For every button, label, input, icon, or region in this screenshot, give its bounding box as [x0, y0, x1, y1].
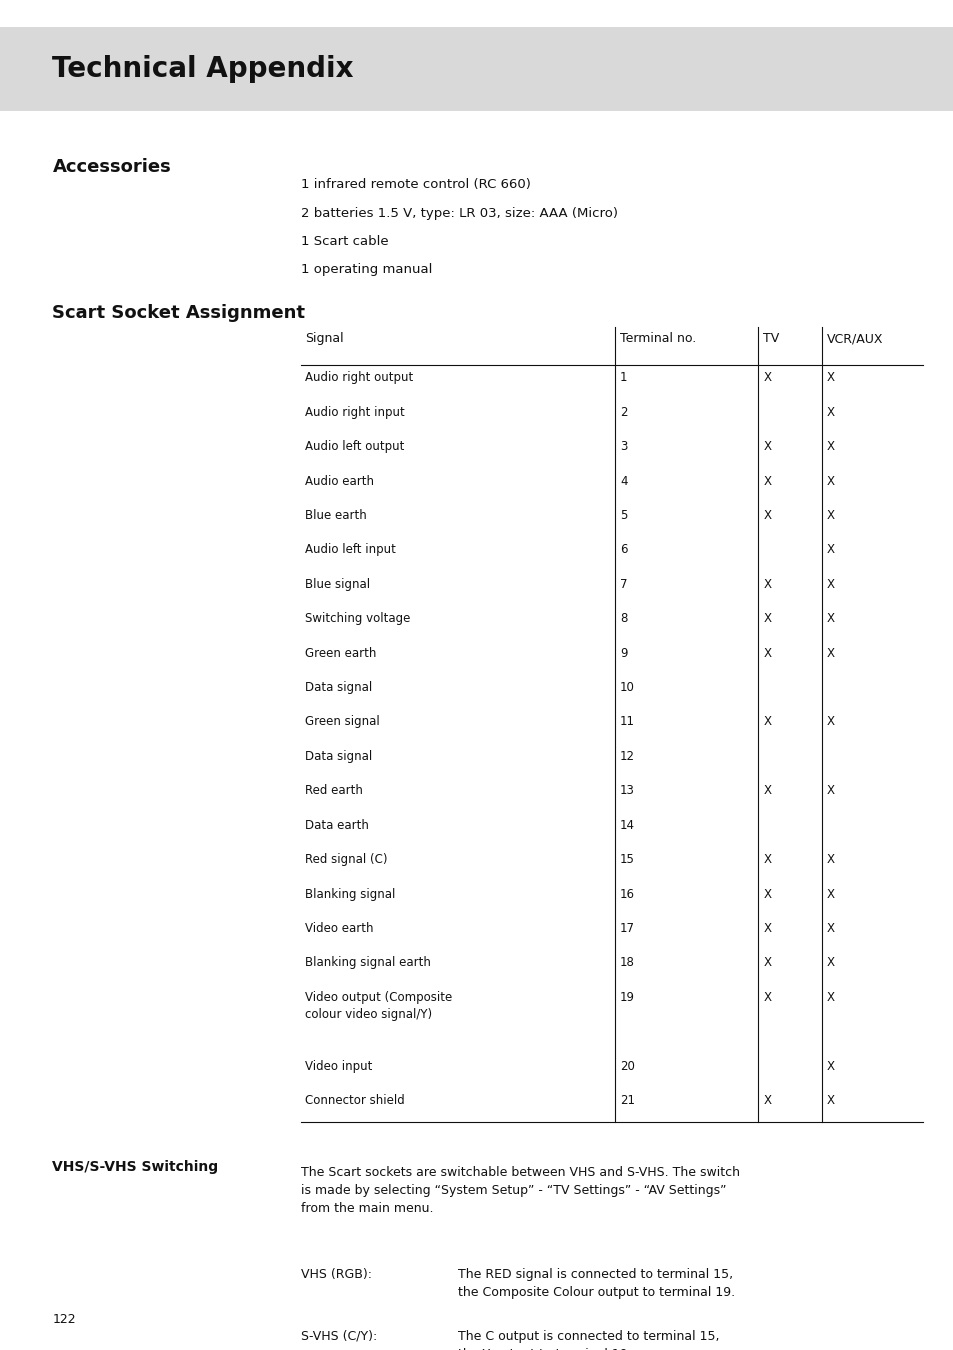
Text: 2: 2: [619, 405, 627, 418]
Text: Audio earth: Audio earth: [305, 474, 374, 487]
Text: 9: 9: [619, 647, 627, 660]
Text: Signal: Signal: [305, 332, 343, 346]
Text: Red earth: Red earth: [305, 784, 363, 798]
Text: Blanking signal: Blanking signal: [305, 888, 395, 900]
Text: X: X: [826, 509, 834, 522]
Text: Video earth: Video earth: [305, 922, 374, 936]
Text: X: X: [826, 371, 834, 385]
Text: 8: 8: [619, 612, 627, 625]
Text: X: X: [826, 474, 834, 487]
Text: 17: 17: [619, 922, 635, 936]
Text: 1 infrared remote control (RC 660): 1 infrared remote control (RC 660): [300, 178, 530, 192]
Text: Audio right input: Audio right input: [305, 405, 405, 418]
Text: 16: 16: [619, 888, 635, 900]
Text: X: X: [762, 371, 770, 385]
Text: X: X: [826, 922, 834, 936]
Text: S-VHS (C/Y):: S-VHS (C/Y):: [300, 1330, 376, 1343]
Text: 19: 19: [619, 991, 635, 1004]
Text: Scart Socket Assignment: Scart Socket Assignment: [52, 304, 305, 321]
Text: Accessories: Accessories: [52, 158, 171, 176]
Text: 2 batteries 1.5 V, type: LR 03, size: AAA (Micro): 2 batteries 1.5 V, type: LR 03, size: AA…: [300, 207, 617, 220]
Text: Red signal (C): Red signal (C): [305, 853, 387, 867]
Text: TV: TV: [762, 332, 779, 346]
Text: Green signal: Green signal: [305, 716, 379, 729]
Text: 18: 18: [619, 956, 635, 969]
Text: X: X: [826, 1060, 834, 1073]
Text: X: X: [826, 853, 834, 867]
Text: Data signal: Data signal: [305, 680, 372, 694]
Text: 11: 11: [619, 716, 635, 729]
Text: 6: 6: [619, 543, 627, 556]
Text: X: X: [826, 543, 834, 556]
Text: X: X: [762, 922, 770, 936]
Text: 5: 5: [619, 509, 627, 522]
Text: 10: 10: [619, 680, 635, 694]
Text: 12: 12: [619, 749, 635, 763]
Text: Audio left input: Audio left input: [305, 543, 395, 556]
Text: Data earth: Data earth: [305, 818, 369, 832]
Text: Data signal: Data signal: [305, 749, 372, 763]
Text: X: X: [826, 1094, 834, 1107]
Text: X: X: [826, 716, 834, 729]
Text: Connector shield: Connector shield: [305, 1094, 405, 1107]
Text: 14: 14: [619, 818, 635, 832]
Text: Video input: Video input: [305, 1060, 373, 1073]
Text: VCR/AUX: VCR/AUX: [826, 332, 882, 346]
Text: Technical Appendix: Technical Appendix: [52, 55, 354, 82]
Text: Green earth: Green earth: [305, 647, 376, 660]
Text: 13: 13: [619, 784, 635, 798]
Text: X: X: [762, 888, 770, 900]
Text: X: X: [826, 578, 834, 591]
Text: 122: 122: [52, 1312, 76, 1326]
Text: 1 Scart cable: 1 Scart cable: [300, 235, 388, 248]
Text: Terminal no.: Terminal no.: [619, 332, 696, 346]
Text: Blue signal: Blue signal: [305, 578, 370, 591]
Text: VHS (RGB):: VHS (RGB):: [300, 1268, 371, 1281]
Text: The RED signal is connected to terminal 15,
the Composite Colour output to termi: The RED signal is connected to terminal …: [457, 1268, 734, 1299]
Text: X: X: [762, 784, 770, 798]
Text: X: X: [762, 853, 770, 867]
Text: X: X: [826, 784, 834, 798]
Text: X: X: [762, 1094, 770, 1107]
Text: X: X: [826, 647, 834, 660]
Text: 20: 20: [619, 1060, 635, 1073]
Text: X: X: [762, 440, 770, 454]
Text: X: X: [762, 474, 770, 487]
Text: VHS/S-VHS Switching: VHS/S-VHS Switching: [52, 1160, 218, 1173]
Text: Blanking signal earth: Blanking signal earth: [305, 956, 431, 969]
Text: The Scart sockets are switchable between VHS and S-VHS. The switch
is made by se: The Scart sockets are switchable between…: [300, 1166, 739, 1215]
Text: 3: 3: [619, 440, 627, 454]
Text: 15: 15: [619, 853, 635, 867]
Text: X: X: [762, 991, 770, 1004]
Text: X: X: [762, 578, 770, 591]
Text: 7: 7: [619, 578, 627, 591]
Text: 1: 1: [619, 371, 627, 385]
Text: 4: 4: [619, 474, 627, 487]
Text: Switching voltage: Switching voltage: [305, 612, 410, 625]
Text: X: X: [762, 612, 770, 625]
Text: 1 operating manual: 1 operating manual: [300, 263, 432, 277]
Text: X: X: [826, 405, 834, 418]
Text: Video output (Composite
colour video signal/Y): Video output (Composite colour video sig…: [305, 991, 452, 1021]
Text: The C output is connected to terminal 15,
the Y output to terminal 19.: The C output is connected to terminal 15…: [457, 1330, 719, 1350]
Text: X: X: [762, 716, 770, 729]
Text: X: X: [762, 647, 770, 660]
Text: Audio left output: Audio left output: [305, 440, 404, 454]
Text: X: X: [826, 956, 834, 969]
Text: 21: 21: [619, 1094, 635, 1107]
Text: X: X: [826, 888, 834, 900]
Text: X: X: [826, 612, 834, 625]
Text: X: X: [826, 440, 834, 454]
FancyBboxPatch shape: [0, 27, 953, 111]
Text: Blue earth: Blue earth: [305, 509, 367, 522]
Text: Audio right output: Audio right output: [305, 371, 413, 385]
Text: X: X: [826, 991, 834, 1004]
Text: X: X: [762, 509, 770, 522]
Text: X: X: [762, 956, 770, 969]
